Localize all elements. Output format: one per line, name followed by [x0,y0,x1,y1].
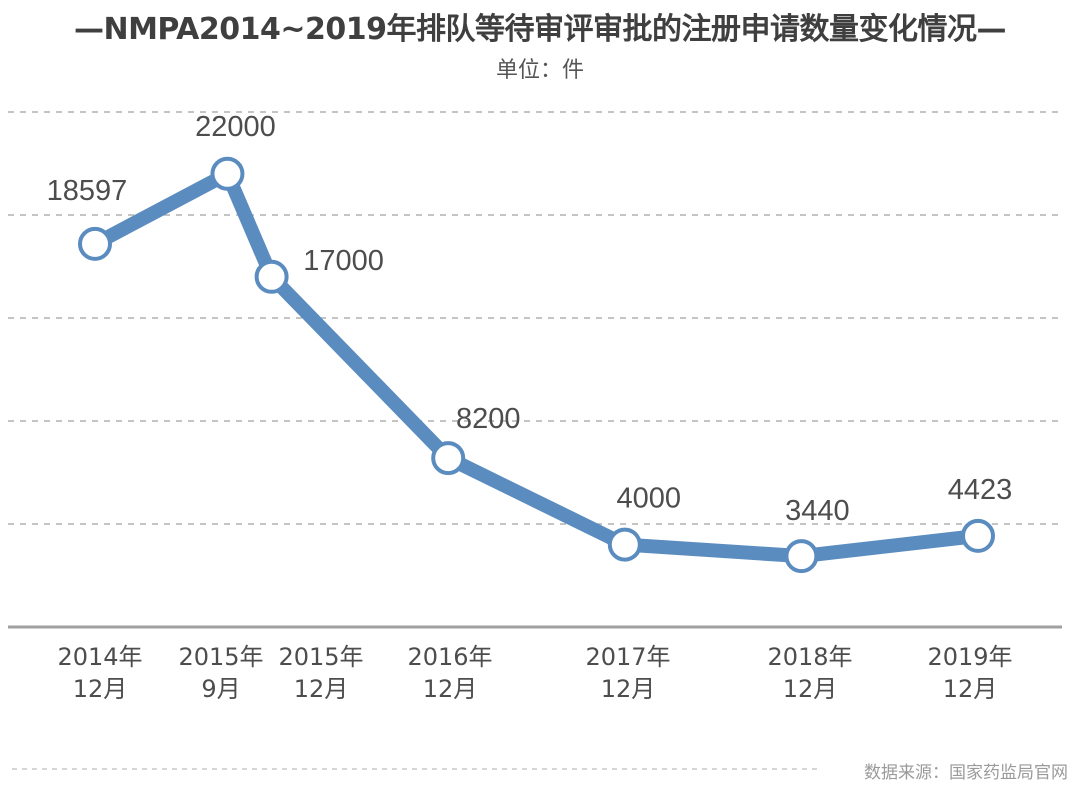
x-tick-label: 12月 [783,675,838,703]
data-point-marker [210,156,245,191]
x-tick-label: 2017年 [585,643,670,671]
data-labels: 18597 22000 17000 8200 4000 3440 4423 [47,111,1013,527]
chart-title: —NMPA2014~2019年排队等待审评审批的注册申请数量变化情况— [73,12,1007,47]
x-tick-label: 2015年 [178,643,263,671]
data-label: 8200 [456,403,521,435]
x-tick-labels: 2014年 12月 2015年 9月 2015年 12月 2016年 12月 2017年 12月 2… [57,643,1012,703]
data-label: 4000 [617,483,682,515]
markers [78,156,995,574]
data-label: 4423 [948,474,1013,506]
x-tick-label: 2015年 [278,643,363,671]
data-point-marker [431,441,466,476]
data-point-marker [607,527,642,562]
data-label: 17000 [303,245,384,277]
data-point-marker [78,226,112,261]
x-tick-label: 12月 [601,675,656,703]
gridlines [8,111,1062,525]
x-tick-label: 2016年 [407,643,492,671]
x-tick-label: 2014年 [57,643,142,671]
x-tick-label: 9月 [201,675,240,703]
x-tick-label: 2018年 [767,643,852,671]
data-point-marker [961,518,995,553]
data-label: 18597 [47,175,128,207]
x-tick-label: 12月 [73,675,128,703]
x-tick-label: 12月 [423,675,478,703]
unit-label: 单位：件 [495,58,584,83]
data-label: 22000 [195,111,276,143]
data-label: 3440 [785,495,850,527]
data-point-marker [784,539,819,574]
source-note: 数据来源：国家药监局官网 [856,758,1068,783]
data-point-marker [254,259,289,294]
x-tick-label: 12月 [943,675,998,703]
x-tick-label: 2019年 [927,643,1012,671]
x-tick-label: 12月 [294,675,349,703]
